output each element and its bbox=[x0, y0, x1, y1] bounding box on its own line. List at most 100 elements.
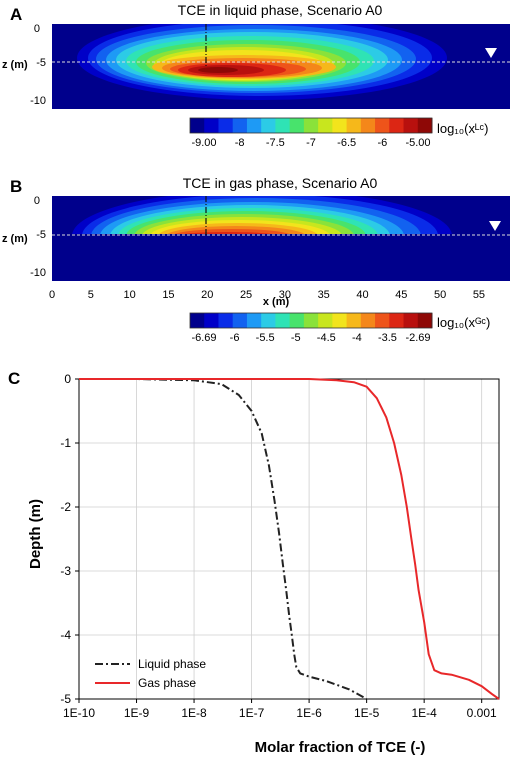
colorbar-tick-label: -7.5 bbox=[266, 137, 285, 149]
legend-label: Liquid phase bbox=[138, 657, 206, 671]
z-tick: 0 bbox=[34, 195, 40, 207]
colorbar-swatch bbox=[204, 313, 219, 328]
colorbar-swatch bbox=[289, 313, 305, 328]
chart-y-label: Depth (m) bbox=[27, 499, 44, 569]
x-tick-label: 55 bbox=[473, 289, 485, 301]
panel-a-z-axis: 0 -5 -10 z (m) bbox=[2, 23, 46, 107]
y-tick-label: -3 bbox=[60, 564, 71, 578]
water-table-marker-icon bbox=[489, 221, 501, 231]
colorbar-tick-label: -6.69 bbox=[191, 332, 216, 344]
colorbar-swatch bbox=[303, 313, 319, 328]
water-table-marker-icon bbox=[485, 48, 497, 58]
colorbar-swatch bbox=[232, 118, 248, 133]
x-tick-label: 0.001 bbox=[467, 706, 497, 720]
colorbar-swatch bbox=[346, 313, 362, 328]
colorbar-swatch bbox=[375, 118, 390, 133]
colorbar-tick-label: -5 bbox=[291, 332, 301, 344]
x-tick-label: 1E-9 bbox=[124, 706, 150, 720]
panel-b-contour bbox=[52, 196, 510, 281]
colorbar-swatch bbox=[204, 118, 219, 133]
x-tick-label: 1E-10 bbox=[63, 706, 95, 720]
chart-x-label: Molar fraction of TCE (-) bbox=[255, 739, 426, 756]
z-axis-label: z (m) bbox=[2, 233, 28, 245]
x-tick-label: 1E-4 bbox=[411, 706, 437, 720]
x-tick-label: 30 bbox=[279, 289, 291, 301]
x-tick-label: 1E-6 bbox=[296, 706, 322, 720]
y-tick-label: -5 bbox=[60, 692, 71, 706]
colorbar-swatch bbox=[417, 118, 433, 133]
colorbar-swatch bbox=[318, 118, 333, 133]
plot-frame bbox=[78, 378, 500, 700]
colorbar-swatch bbox=[403, 313, 419, 328]
colorbar-liquid-label: log₁₀(xᴸᶜ) bbox=[437, 121, 488, 136]
colorbar-swatch bbox=[289, 118, 305, 133]
colorbar-tick-label: -6 bbox=[230, 332, 240, 344]
colorbar-tick-label: -4 bbox=[352, 332, 362, 344]
colorbar-tick-label: -4.5 bbox=[317, 332, 336, 344]
colorbar-tick-label: -3.5 bbox=[378, 332, 397, 344]
legend-label: Gas phase bbox=[138, 676, 196, 690]
depth-profile-chart: 1E-10 1E-9 1E-8 1E-7 1E-6 1E-5 1E-4 0.001 0 -1 -2 -… bbox=[60, 372, 500, 720]
x-tick-label: 1E-7 bbox=[239, 706, 265, 720]
colorbar-tick-label: -7 bbox=[306, 137, 316, 149]
colorbar-tick-label: -2.69 bbox=[405, 332, 430, 344]
colorbar-swatch bbox=[332, 118, 348, 133]
colorbar-swatch bbox=[246, 118, 262, 133]
colorbar-swatch bbox=[417, 313, 433, 328]
colorbar-swatch bbox=[332, 313, 348, 328]
colorbar-swatch bbox=[375, 313, 390, 328]
x-tick-label: 1E-8 bbox=[181, 706, 207, 720]
colorbar-swatch bbox=[346, 118, 362, 133]
colorbar-tick-label: -5.5 bbox=[256, 332, 275, 344]
x-tick-label: 5 bbox=[88, 289, 94, 301]
colorbar-swatch bbox=[190, 313, 205, 328]
x-tick-label: 10 bbox=[124, 289, 136, 301]
x-tick-label: 20 bbox=[201, 289, 213, 301]
colorbar-swatch bbox=[261, 313, 276, 328]
colorbar-gas-label: log₁₀(xᴳᶜ) bbox=[437, 315, 490, 330]
colorbar-swatch bbox=[303, 118, 319, 133]
series-line-gas bbox=[79, 378, 500, 700]
y-tick-label: -2 bbox=[60, 500, 71, 514]
panel-b-letter: B bbox=[10, 177, 22, 196]
colorbar-gas: -6.69 -6 -5.5 -5 -4.5 -4 -3.5 -2.69 bbox=[189, 312, 433, 344]
colorbar-tick-label: -6 bbox=[377, 137, 387, 149]
colorbar-swatch bbox=[360, 313, 376, 328]
colorbar-swatch bbox=[275, 118, 291, 133]
colorbar-swatch bbox=[389, 313, 405, 328]
colorbar-swatch bbox=[403, 118, 419, 133]
colorbar-tick-label: -8 bbox=[235, 137, 245, 149]
colorbar-swatch bbox=[190, 118, 205, 133]
colorbar-tick-label: -6.5 bbox=[337, 137, 356, 149]
x-tick-label: 45 bbox=[395, 289, 407, 301]
colorbar-swatch bbox=[261, 118, 276, 133]
colorbar-swatch bbox=[275, 313, 291, 328]
x-tick-label: 50 bbox=[434, 289, 446, 301]
x-tick-label: 25 bbox=[240, 289, 252, 301]
colorbar-swatch bbox=[246, 313, 262, 328]
colorbar-swatch bbox=[232, 313, 248, 328]
x-tick-label: 1E-5 bbox=[354, 706, 380, 720]
colorbar-liquid: -9.00 -8 -7.5 -7 -6.5 -6 -5.00 bbox=[189, 117, 433, 149]
z-tick: -10 bbox=[30, 267, 46, 279]
colorbar-tick-label: -9.00 bbox=[191, 137, 216, 149]
z-tick: -5 bbox=[36, 57, 46, 69]
panel-a-letter: A bbox=[10, 5, 22, 24]
y-tick-label: -4 bbox=[60, 628, 71, 642]
x-axis-label: x (m) bbox=[263, 296, 290, 308]
colorbar-swatch bbox=[389, 118, 405, 133]
x-tick-label: 0 bbox=[49, 289, 55, 301]
z-tick: -5 bbox=[36, 229, 46, 241]
colorbar-swatch bbox=[318, 313, 333, 328]
colorbar-swatch bbox=[218, 118, 234, 133]
x-tick-label: 40 bbox=[356, 289, 368, 301]
z-axis-label: z (m) bbox=[2, 59, 28, 71]
z-tick: 0 bbox=[34, 23, 40, 35]
z-tick: -10 bbox=[30, 95, 46, 107]
colorbar-swatch bbox=[218, 313, 234, 328]
series-line-liquid bbox=[79, 378, 368, 700]
y-tick-label: 0 bbox=[64, 372, 71, 386]
colorbar-tick-label: -5.00 bbox=[405, 137, 430, 149]
panel-a-title: TCE in liquid phase, Scenario A0 bbox=[178, 2, 383, 18]
